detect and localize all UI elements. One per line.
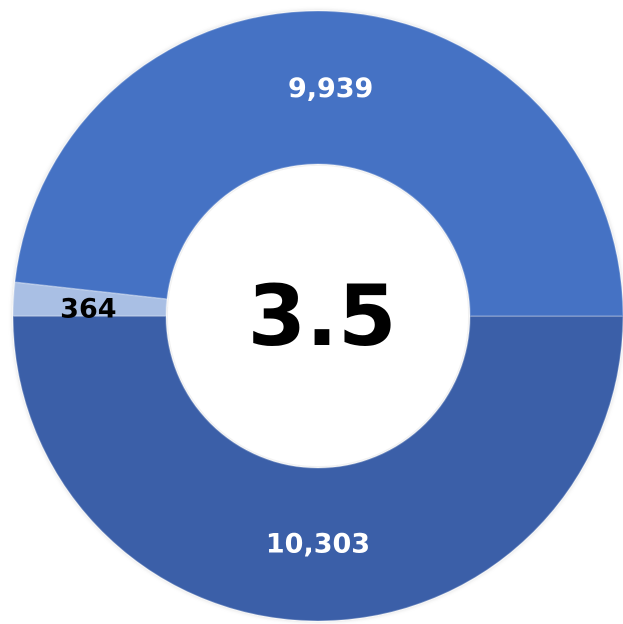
slice-label-1: 10,303 <box>266 529 370 560</box>
donut-slices <box>12 10 623 622</box>
donut-hole <box>168 166 468 466</box>
donut-slice-labels: 10,303 9,939 364 <box>60 73 373 560</box>
donut-slice-3 <box>12 281 168 317</box>
donut-slice-2 <box>14 10 623 317</box>
center-value: 3.5 <box>248 267 397 365</box>
slice-label-2: 9,939 <box>288 73 373 104</box>
slice-label-3: 364 <box>60 294 116 325</box>
donut-slice-1 <box>12 315 623 622</box>
